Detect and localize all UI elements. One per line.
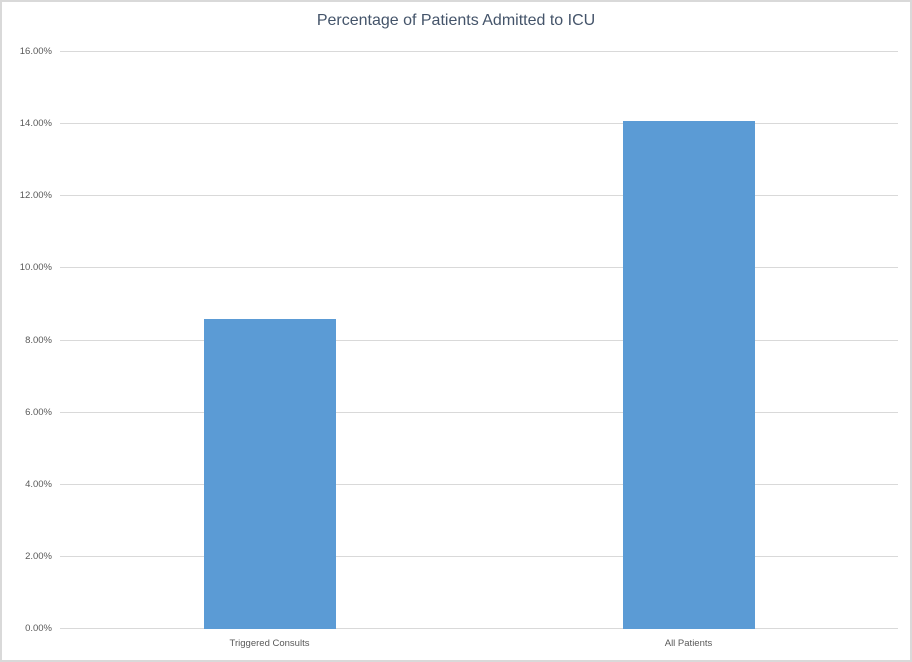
x-label-all-patients: All Patients <box>664 638 713 649</box>
y-tick-label-0-00-: 0.00% <box>25 623 52 634</box>
gridline <box>60 195 898 197</box>
bar-all-patients <box>622 120 755 629</box>
gridline <box>60 123 898 125</box>
gridline <box>60 339 898 341</box>
x-axis-line <box>60 628 898 629</box>
gridline <box>60 483 898 485</box>
y-tick-label-10-00-: 10.00% <box>19 262 52 274</box>
x-label-triggered-consults: Triggered Consults <box>229 638 310 649</box>
y-tick-label-16-00-: 16.00% <box>19 46 52 57</box>
plot-area <box>60 51 898 629</box>
y-tick-label-4-00-: 4.00% <box>25 478 52 490</box>
y-tick-label-6-00-: 6.00% <box>25 406 52 418</box>
chart-title: Percentage of Patients Admitted to ICU <box>316 12 596 29</box>
gridline <box>60 267 898 269</box>
gridline <box>60 555 898 557</box>
y-tick-label-2-00-: 2.00% <box>25 550 52 562</box>
y-tick-label-12-00-: 12.00% <box>19 190 52 202</box>
y-tick-label-14-00-: 14.00% <box>19 118 52 130</box>
gridline <box>60 411 898 413</box>
y-tick-label-8-00-: 8.00% <box>25 334 52 346</box>
gridline <box>60 51 898 52</box>
bar-triggered-consults <box>203 318 336 629</box>
